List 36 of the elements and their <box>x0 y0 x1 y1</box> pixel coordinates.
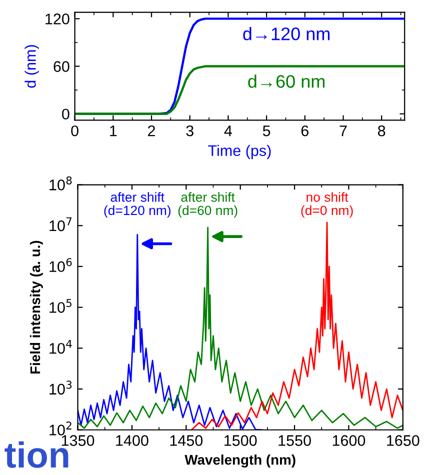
y-tick-label: 10$^{4}$ <box>50 340 72 354</box>
x-tick-label: 3 <box>186 125 194 136</box>
x-tick-label: 7 <box>340 126 347 136</box>
x-tick-label: 1550 <box>278 435 311 446</box>
line-series <box>74 65 405 115</box>
x-tick-label: 2 <box>148 125 155 136</box>
y-tick-label: 10$^{5}$ <box>50 299 72 313</box>
line-series <box>190 222 403 430</box>
x-tick-label: 1450 <box>170 435 203 446</box>
y-tick-label: 10$^{8}$ <box>50 176 72 190</box>
x-tick-label: 4 <box>224 126 232 136</box>
annotation: after shift (d=60 nm) <box>178 192 238 218</box>
y-axis-title: d (nm) <box>24 45 39 88</box>
x-tick-label: 6 <box>301 125 308 136</box>
y-tick-label: 10$^{6}$ <box>50 258 72 272</box>
x-tick-label: 5 <box>262 126 270 136</box>
annotation: after shift (d=120 nm) <box>104 192 170 218</box>
x-tick-label: 1 <box>110 126 117 136</box>
x-tick-label: 1600 <box>332 435 366 446</box>
x-tick-label: 1400 <box>116 435 148 446</box>
annotation: no shift (d=0 nm) <box>301 192 353 218</box>
annotation: d→120 nm <box>243 27 330 40</box>
x-tick-label: 1650 <box>387 435 420 446</box>
y-tick-label: 10$^{3}$ <box>50 380 72 395</box>
x-axis-title: Time (ps) <box>208 144 271 160</box>
y-axis-title: Field intensity (a. u.) <box>30 240 43 374</box>
y-tick-label: 10$^{2}$ <box>50 422 72 436</box>
annotation: d→60 nm <box>248 74 324 88</box>
line-series <box>78 234 263 430</box>
y-tick-label: 0 <box>62 108 70 120</box>
x-axis-title: Wavelength (nm) <box>184 454 296 468</box>
y-tick-label: 120 <box>46 14 70 24</box>
y-tick-label: 10$^{7}$ <box>50 217 72 232</box>
y-tick-label: 60 <box>54 61 70 72</box>
x-tick-label: 1500 <box>224 435 257 446</box>
x-tick-label: 8 <box>378 125 386 136</box>
